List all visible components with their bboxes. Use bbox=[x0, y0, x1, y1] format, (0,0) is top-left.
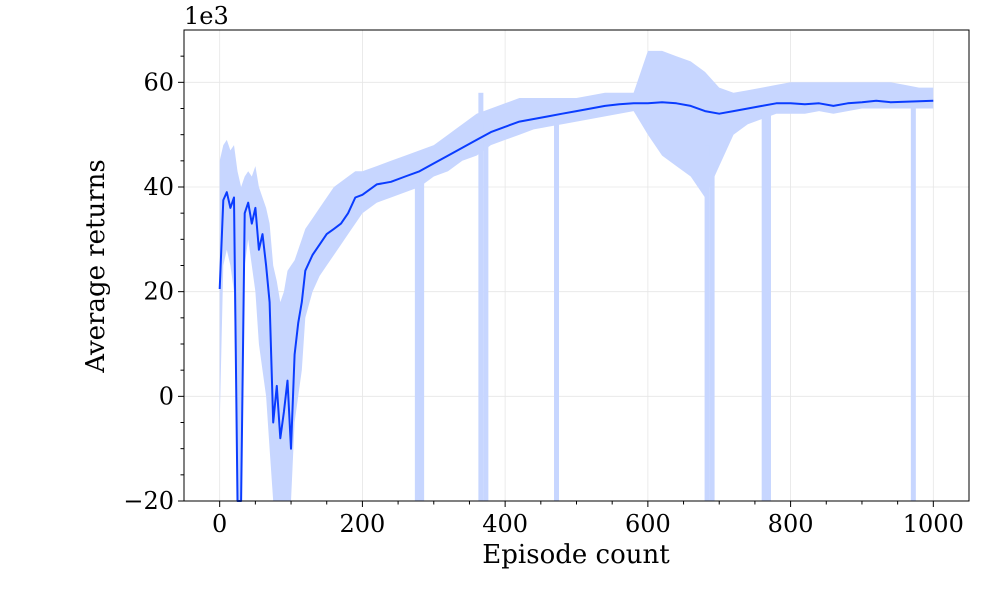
y-tick-label: 60 bbox=[143, 68, 174, 96]
y-scale-label: 1e3 bbox=[184, 2, 229, 30]
x-tick-label: 200 bbox=[340, 510, 386, 538]
band-dropout bbox=[765, 113, 771, 501]
band-dropout bbox=[709, 155, 715, 501]
band-dropout bbox=[419, 176, 425, 502]
band-dropout bbox=[761, 108, 767, 501]
x-axis-label: Episode count bbox=[482, 540, 670, 570]
x-tick-label: 1000 bbox=[903, 510, 964, 538]
band-dropout bbox=[554, 113, 560, 501]
y-tick-label: 40 bbox=[143, 173, 174, 201]
x-tick-label: 0 bbox=[212, 510, 227, 538]
y-tick-label: 0 bbox=[159, 382, 174, 410]
x-tick-label: 600 bbox=[625, 510, 671, 538]
band-dropout bbox=[910, 98, 916, 502]
plot-area bbox=[218, 50, 934, 502]
band-dropout bbox=[704, 145, 710, 501]
band-dropout bbox=[478, 92, 484, 502]
band-dropout bbox=[483, 124, 489, 501]
y-tick-label: −20 bbox=[123, 487, 174, 515]
band-dropout bbox=[414, 176, 420, 502]
x-tick-label: 400 bbox=[482, 510, 528, 538]
axis-ticks: 0 200 400 600 800 1000 −20 0 20 40 60 bbox=[123, 55, 964, 538]
confidence-band bbox=[219, 50, 934, 502]
y-tick-label: 20 bbox=[143, 278, 174, 306]
mean-line bbox=[218, 99, 934, 502]
x-tick-label: 800 bbox=[768, 510, 814, 538]
y-axis-label: Average returns bbox=[81, 159, 111, 374]
